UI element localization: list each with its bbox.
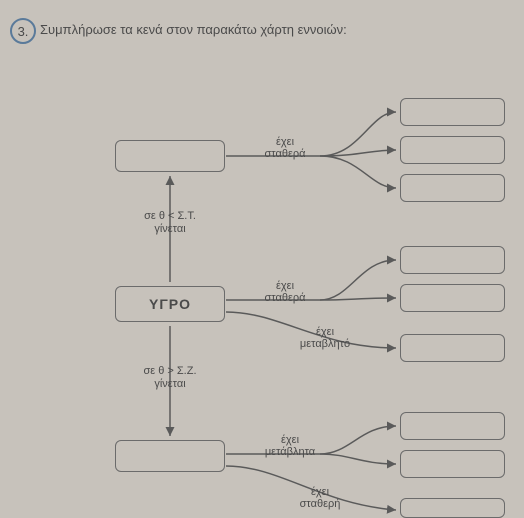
- right-box-7: [400, 412, 505, 440]
- question-number: 3.: [18, 24, 29, 39]
- center-node-label: ΥΓΡΟ: [149, 296, 191, 312]
- right-box-2: [400, 136, 505, 164]
- question-number-circle: 3.: [10, 18, 36, 44]
- lower-vertical-label: σε θ > Σ.Ζ. γίνεται: [125, 365, 215, 391]
- edge-label-mid-stable: έχει σταθερά: [255, 280, 315, 304]
- right-box-9: [400, 498, 505, 518]
- edge-label-bot-stable: έχει σταθερή: [290, 486, 350, 510]
- upper-vertical-label: σε θ < Σ.Τ. γίνεται: [125, 210, 215, 236]
- right-box-4: [400, 246, 505, 274]
- center-node: ΥΓΡΟ: [115, 286, 225, 322]
- right-box-3: [400, 174, 505, 202]
- top-blank-node: [115, 140, 225, 172]
- right-box-1: [400, 98, 505, 126]
- edge-label-top-stable: έχει σταθερά: [255, 136, 315, 160]
- right-box-5: [400, 284, 505, 312]
- edge-label-bot-var: έχει μετάβλητα: [255, 434, 325, 458]
- edge-label-mid-var: έχει μεταβλητό: [290, 326, 360, 350]
- bottom-blank-node: [115, 440, 225, 472]
- page-root: 3. Συμπλήρωσε τα κενά στον παρακάτω χάρτ…: [0, 0, 524, 518]
- right-box-6: [400, 334, 505, 362]
- right-box-8: [400, 450, 505, 478]
- question-text: Συμπλήρωσε τα κενά στον παρακάτω χάρτη ε…: [40, 22, 347, 37]
